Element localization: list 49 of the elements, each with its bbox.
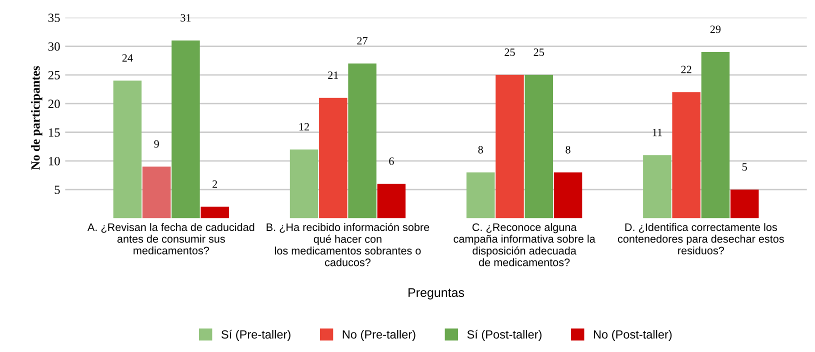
data-label: 31 (180, 14, 191, 22)
x-tick-label: B. ¿Ha recibido información sobre qué hacer con los medicamentos sobrantes o caducos? (266, 222, 430, 266)
bar (113, 80, 142, 218)
y-tick-label: 35 (48, 14, 60, 22)
legend-label: Sí (Pre-taller) (221, 330, 290, 341)
bar (496, 74, 524, 218)
data-label: 29 (710, 26, 721, 34)
data-label: 25 (534, 48, 544, 56)
bar (554, 172, 582, 218)
y-tick-label: 30 (48, 42, 60, 51)
bar (142, 166, 171, 218)
x-tick-label: C. ¿Reconoce alguna campaña informativa sobre la disposición adecuada de medicamentos? (454, 223, 596, 266)
bar (172, 40, 200, 218)
x-tick-label: A. ¿Revisan la fecha de caducidad antes de consumir sus medicamentos? (87, 223, 254, 254)
data-label: 27 (357, 37, 368, 44)
x-tick-label: D. ¿Identifica correctamente los contenedores para desechar estos residuos? (618, 223, 784, 254)
data-label: 2 (212, 180, 218, 188)
bar (672, 92, 700, 218)
legend-label: No (Post-taller) (594, 330, 672, 341)
data-label: 9 (154, 140, 159, 148)
data-label: 6 (389, 157, 394, 165)
bar (377, 184, 406, 218)
bar (643, 155, 672, 218)
bar (701, 52, 730, 218)
bar (730, 190, 759, 218)
bar (200, 206, 229, 218)
y-tick-label: 15 (48, 128, 60, 137)
bar (524, 74, 554, 218)
bar (319, 98, 348, 218)
y-tick-label: 20 (48, 100, 60, 108)
bar (348, 63, 376, 218)
data-label: 24 (122, 54, 133, 62)
bar (466, 172, 495, 218)
data-label: 12 (299, 123, 309, 130)
y-axis-title: No de participantes (30, 66, 42, 170)
data-label: 25 (504, 48, 515, 56)
data-label: 22 (681, 66, 692, 74)
data-label: 8 (478, 146, 483, 154)
data-label: 8 (566, 146, 570, 154)
bar (290, 149, 318, 218)
legend-label: Sí (Post-taller) (467, 330, 542, 341)
y-tick-label: 10 (48, 156, 60, 166)
y-tick-label: 5 (54, 186, 60, 194)
data-label: 21 (328, 71, 338, 79)
y-tick-label: 25 (48, 70, 60, 80)
data-label: 5 (742, 163, 747, 171)
x-axis-title: Preguntas (408, 288, 464, 300)
data-label: 11 (652, 128, 662, 136)
legend-label: No (Pre-taller) (342, 330, 416, 341)
